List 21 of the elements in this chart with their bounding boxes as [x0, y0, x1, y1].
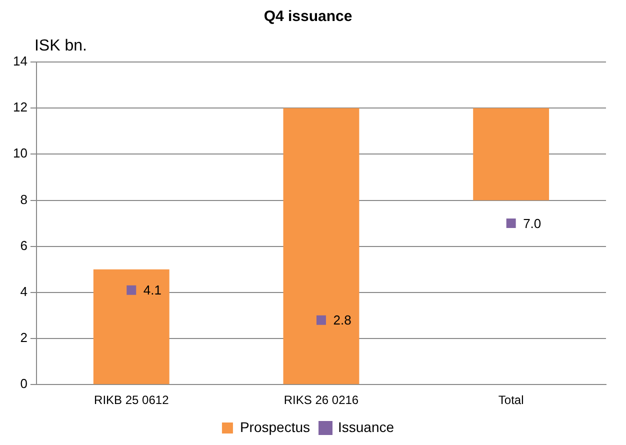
y-tick-label: 12: [12, 100, 28, 115]
chart-title: Q4 issuance: [264, 8, 352, 26]
x-tick-label: Total: [498, 393, 524, 408]
y-tick-label: 4: [20, 284, 28, 300]
y-tick-label: 10: [12, 146, 28, 161]
x-tick-label: RIKB 25 0612: [94, 393, 170, 408]
legend-label: Issuance: [338, 418, 394, 435]
data-label: 2.8: [333, 312, 352, 328]
x-tick-label: RIKS 26 0216: [284, 393, 359, 408]
point: [506, 218, 516, 228]
point: [126, 285, 136, 295]
data-label: 7.0: [523, 216, 542, 231]
point: [316, 315, 326, 325]
y-axis-title: ISK bn.: [34, 37, 87, 54]
y-tick-label: 0: [20, 376, 28, 392]
y-tick-label: 14: [12, 54, 28, 69]
legend-label: Prospectus: [240, 418, 310, 435]
y-tick-label: 8: [20, 192, 28, 207]
y-tick-label: 6: [20, 238, 28, 253]
y-tick-label: 2: [20, 330, 28, 346]
data-label: 4.1: [143, 282, 162, 298]
